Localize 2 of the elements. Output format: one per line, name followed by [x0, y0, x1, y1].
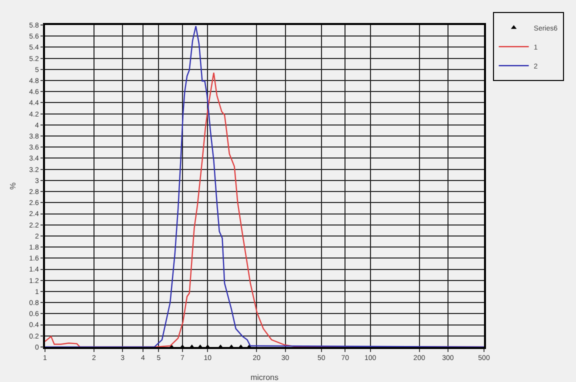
y-axis-title: % [8, 182, 18, 190]
x-axis-title: microns [250, 373, 279, 382]
